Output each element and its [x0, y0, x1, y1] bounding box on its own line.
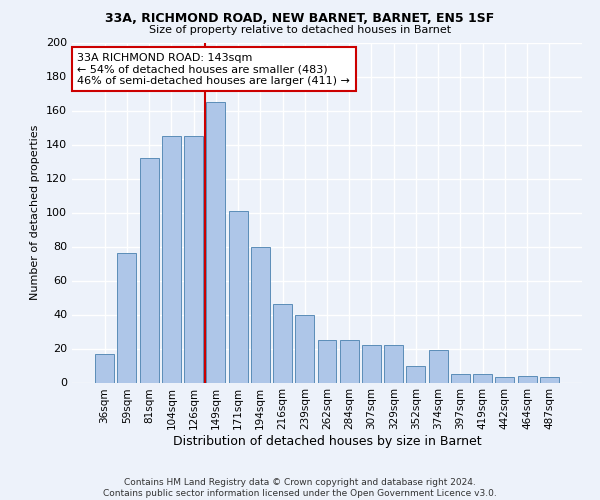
Text: Size of property relative to detached houses in Barnet: Size of property relative to detached ho…: [149, 25, 451, 35]
Bar: [273, 304, 292, 382]
Text: Contains HM Land Registry data © Crown copyright and database right 2024.
Contai: Contains HM Land Registry data © Crown c…: [103, 478, 497, 498]
Bar: [251, 246, 270, 382]
Bar: [95, 354, 114, 382]
Bar: [317, 340, 337, 382]
Bar: [540, 378, 559, 382]
Bar: [206, 102, 225, 382]
Y-axis label: Number of detached properties: Number of detached properties: [31, 125, 40, 300]
Bar: [362, 345, 381, 383]
Bar: [162, 136, 181, 382]
Bar: [496, 378, 514, 382]
Bar: [184, 136, 203, 382]
Bar: [451, 374, 470, 382]
Bar: [429, 350, 448, 382]
Bar: [473, 374, 492, 382]
Bar: [406, 366, 425, 382]
Bar: [340, 340, 359, 382]
Bar: [295, 314, 314, 382]
Bar: [229, 211, 248, 382]
Bar: [518, 376, 536, 382]
Text: 33A, RICHMOND ROAD, NEW BARNET, BARNET, EN5 1SF: 33A, RICHMOND ROAD, NEW BARNET, BARNET, …: [106, 12, 494, 26]
Text: 33A RICHMOND ROAD: 143sqm
← 54% of detached houses are smaller (483)
46% of semi: 33A RICHMOND ROAD: 143sqm ← 54% of detac…: [77, 52, 350, 86]
Bar: [118, 254, 136, 382]
X-axis label: Distribution of detached houses by size in Barnet: Distribution of detached houses by size …: [173, 435, 481, 448]
Bar: [140, 158, 158, 382]
Bar: [384, 345, 403, 383]
